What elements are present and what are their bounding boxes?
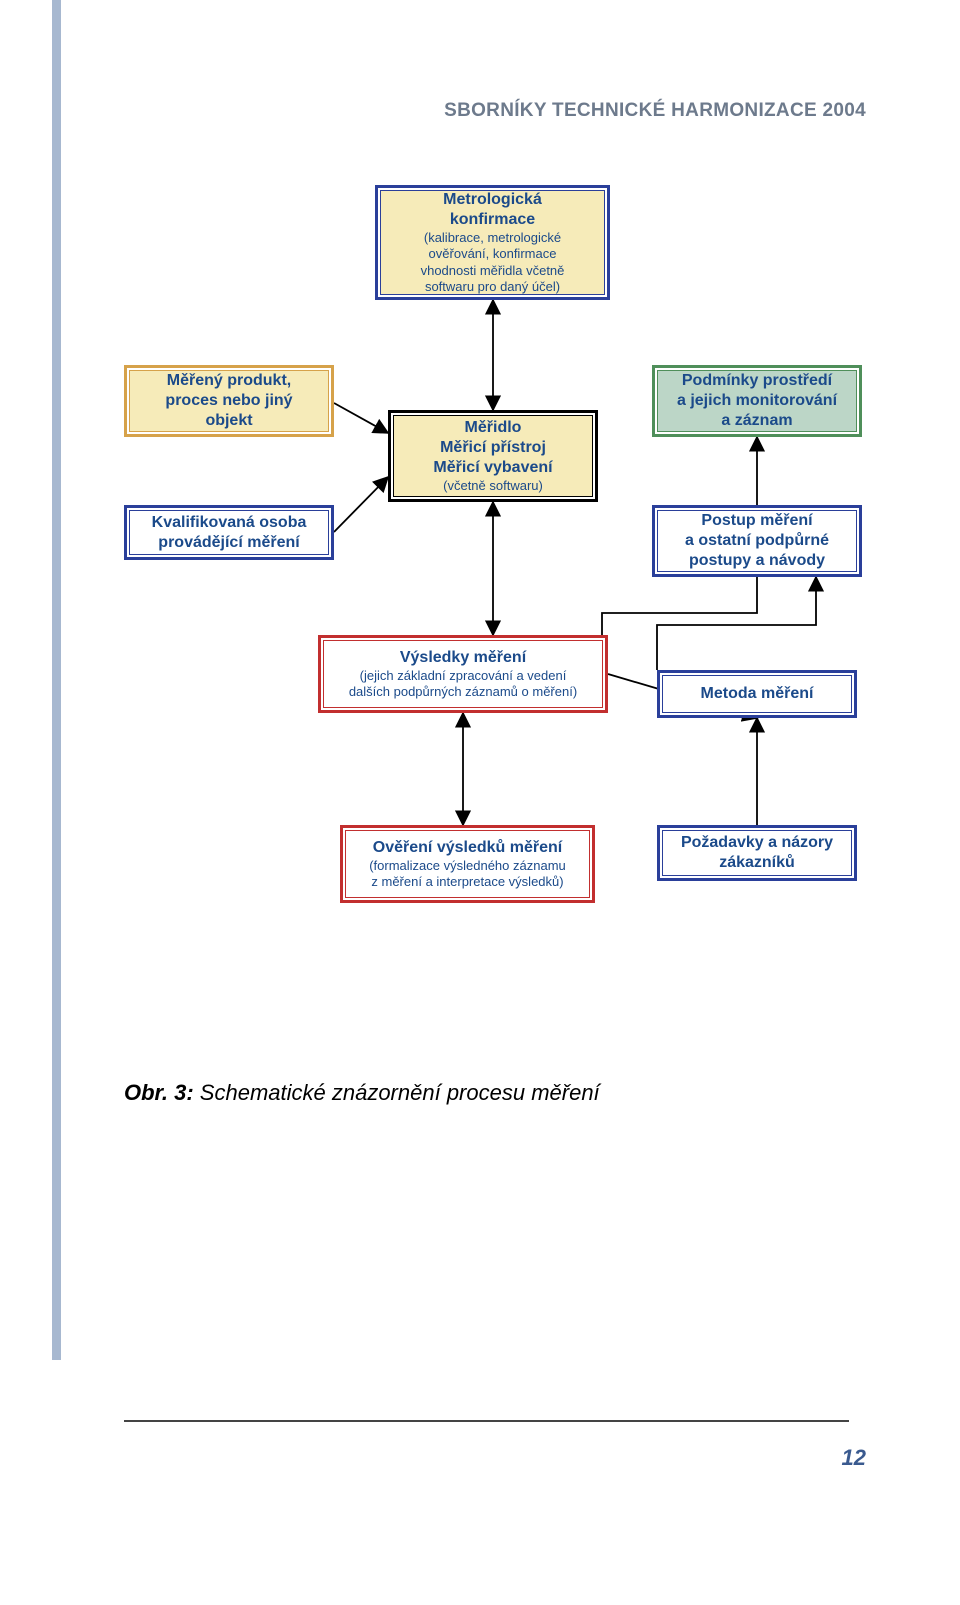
node-title-line: Požadavky a názory	[681, 833, 833, 853]
node-title-line: Výsledky měření	[400, 648, 526, 668]
node-title-line: provádějící měření	[158, 533, 299, 553]
node-title-line: Ověření výsledků měření	[373, 838, 562, 858]
node-n2: Měřený produkt,proces nebo jinýobjekt	[124, 365, 334, 437]
node-title-line: Metoda měření	[701, 684, 814, 704]
node-title-line: a jejich monitorování	[677, 391, 837, 411]
node-title-line: proces nebo jiný	[165, 391, 292, 411]
figure-caption-text: Schematické znázornění procesu měření	[194, 1080, 600, 1105]
flowchart-connectors	[124, 185, 864, 1055]
node-n5: Kvalifikovaná osobaprovádějící měření	[124, 505, 334, 560]
node-title-line: objekt	[205, 411, 252, 431]
node-title-line: Podmínky prostředí	[682, 371, 832, 391]
node-title-line: Měřidlo	[465, 418, 522, 438]
node-sub-line: (formalizace výsledného záznamu	[369, 858, 566, 874]
node-n3: MěřidloMěřicí přístrojMěřicí vybavení(vč…	[388, 410, 598, 502]
node-title-line: zákazníků	[719, 853, 795, 873]
node-n6: Postup měřenía ostatní podpůrnépostupy a…	[652, 505, 862, 577]
node-title-line: a ostatní podpůrné	[685, 531, 829, 551]
figure-caption: Obr. 3: Schematické znázornění procesu m…	[124, 1080, 600, 1106]
node-n8: Metoda měření	[657, 670, 857, 718]
node-sub-line: ověřování, konfirmace	[429, 246, 557, 262]
node-title-line: Metrologická	[443, 190, 542, 210]
node-title-line: Kvalifikovaná osoba	[152, 513, 307, 533]
node-title-line: a záznam	[721, 411, 792, 431]
node-sub-line: (jejich základní zpracování a vedení	[360, 668, 567, 684]
node-title-line: Měřicí vybavení	[433, 458, 552, 478]
figure-caption-lead: Obr. 3:	[124, 1080, 194, 1105]
page-header: SBORNÍKY TECHNICKÉ HARMONIZACE 2004	[444, 100, 866, 122]
node-sub-line: softwaru pro daný účel)	[425, 279, 560, 295]
node-n1: Metrologickákonfirmace(kalibrace, metrol…	[375, 185, 610, 300]
node-n4: Podmínky prostředía jejich monitorovánía…	[652, 365, 862, 437]
left-accent-bar	[52, 0, 61, 1360]
node-n9: Ověření výsledků měření(formalizace výsl…	[340, 825, 595, 903]
node-title-line: konfirmace	[450, 210, 535, 230]
page-number: 12	[842, 1445, 866, 1471]
footer-rule	[124, 1420, 849, 1422]
node-n10: Požadavky a názoryzákazníků	[657, 825, 857, 881]
node-title-line: postupy a návody	[689, 551, 825, 571]
node-sub-line: z měření a interpretace výsledků)	[371, 874, 563, 890]
node-title-line: Postup měření	[701, 511, 812, 531]
node-sub-line: vhodnosti měřidla včetně	[421, 263, 565, 279]
node-title-line: Měřený produkt,	[167, 371, 291, 391]
node-n7: Výsledky měření(jejich základní zpracová…	[318, 635, 608, 713]
page-root: SBORNÍKY TECHNICKÉ HARMONIZACE 2004 Metr…	[0, 0, 960, 1605]
node-sub-line: (včetně softwaru)	[443, 478, 543, 494]
node-sub-line: (kalibrace, metrologické	[424, 230, 561, 246]
node-sub-line: dalších podpůrných záznamů o měření)	[349, 684, 577, 700]
node-title-line: Měřicí přístroj	[440, 438, 546, 458]
flowchart: Metrologickákonfirmace(kalibrace, metrol…	[124, 185, 864, 1055]
